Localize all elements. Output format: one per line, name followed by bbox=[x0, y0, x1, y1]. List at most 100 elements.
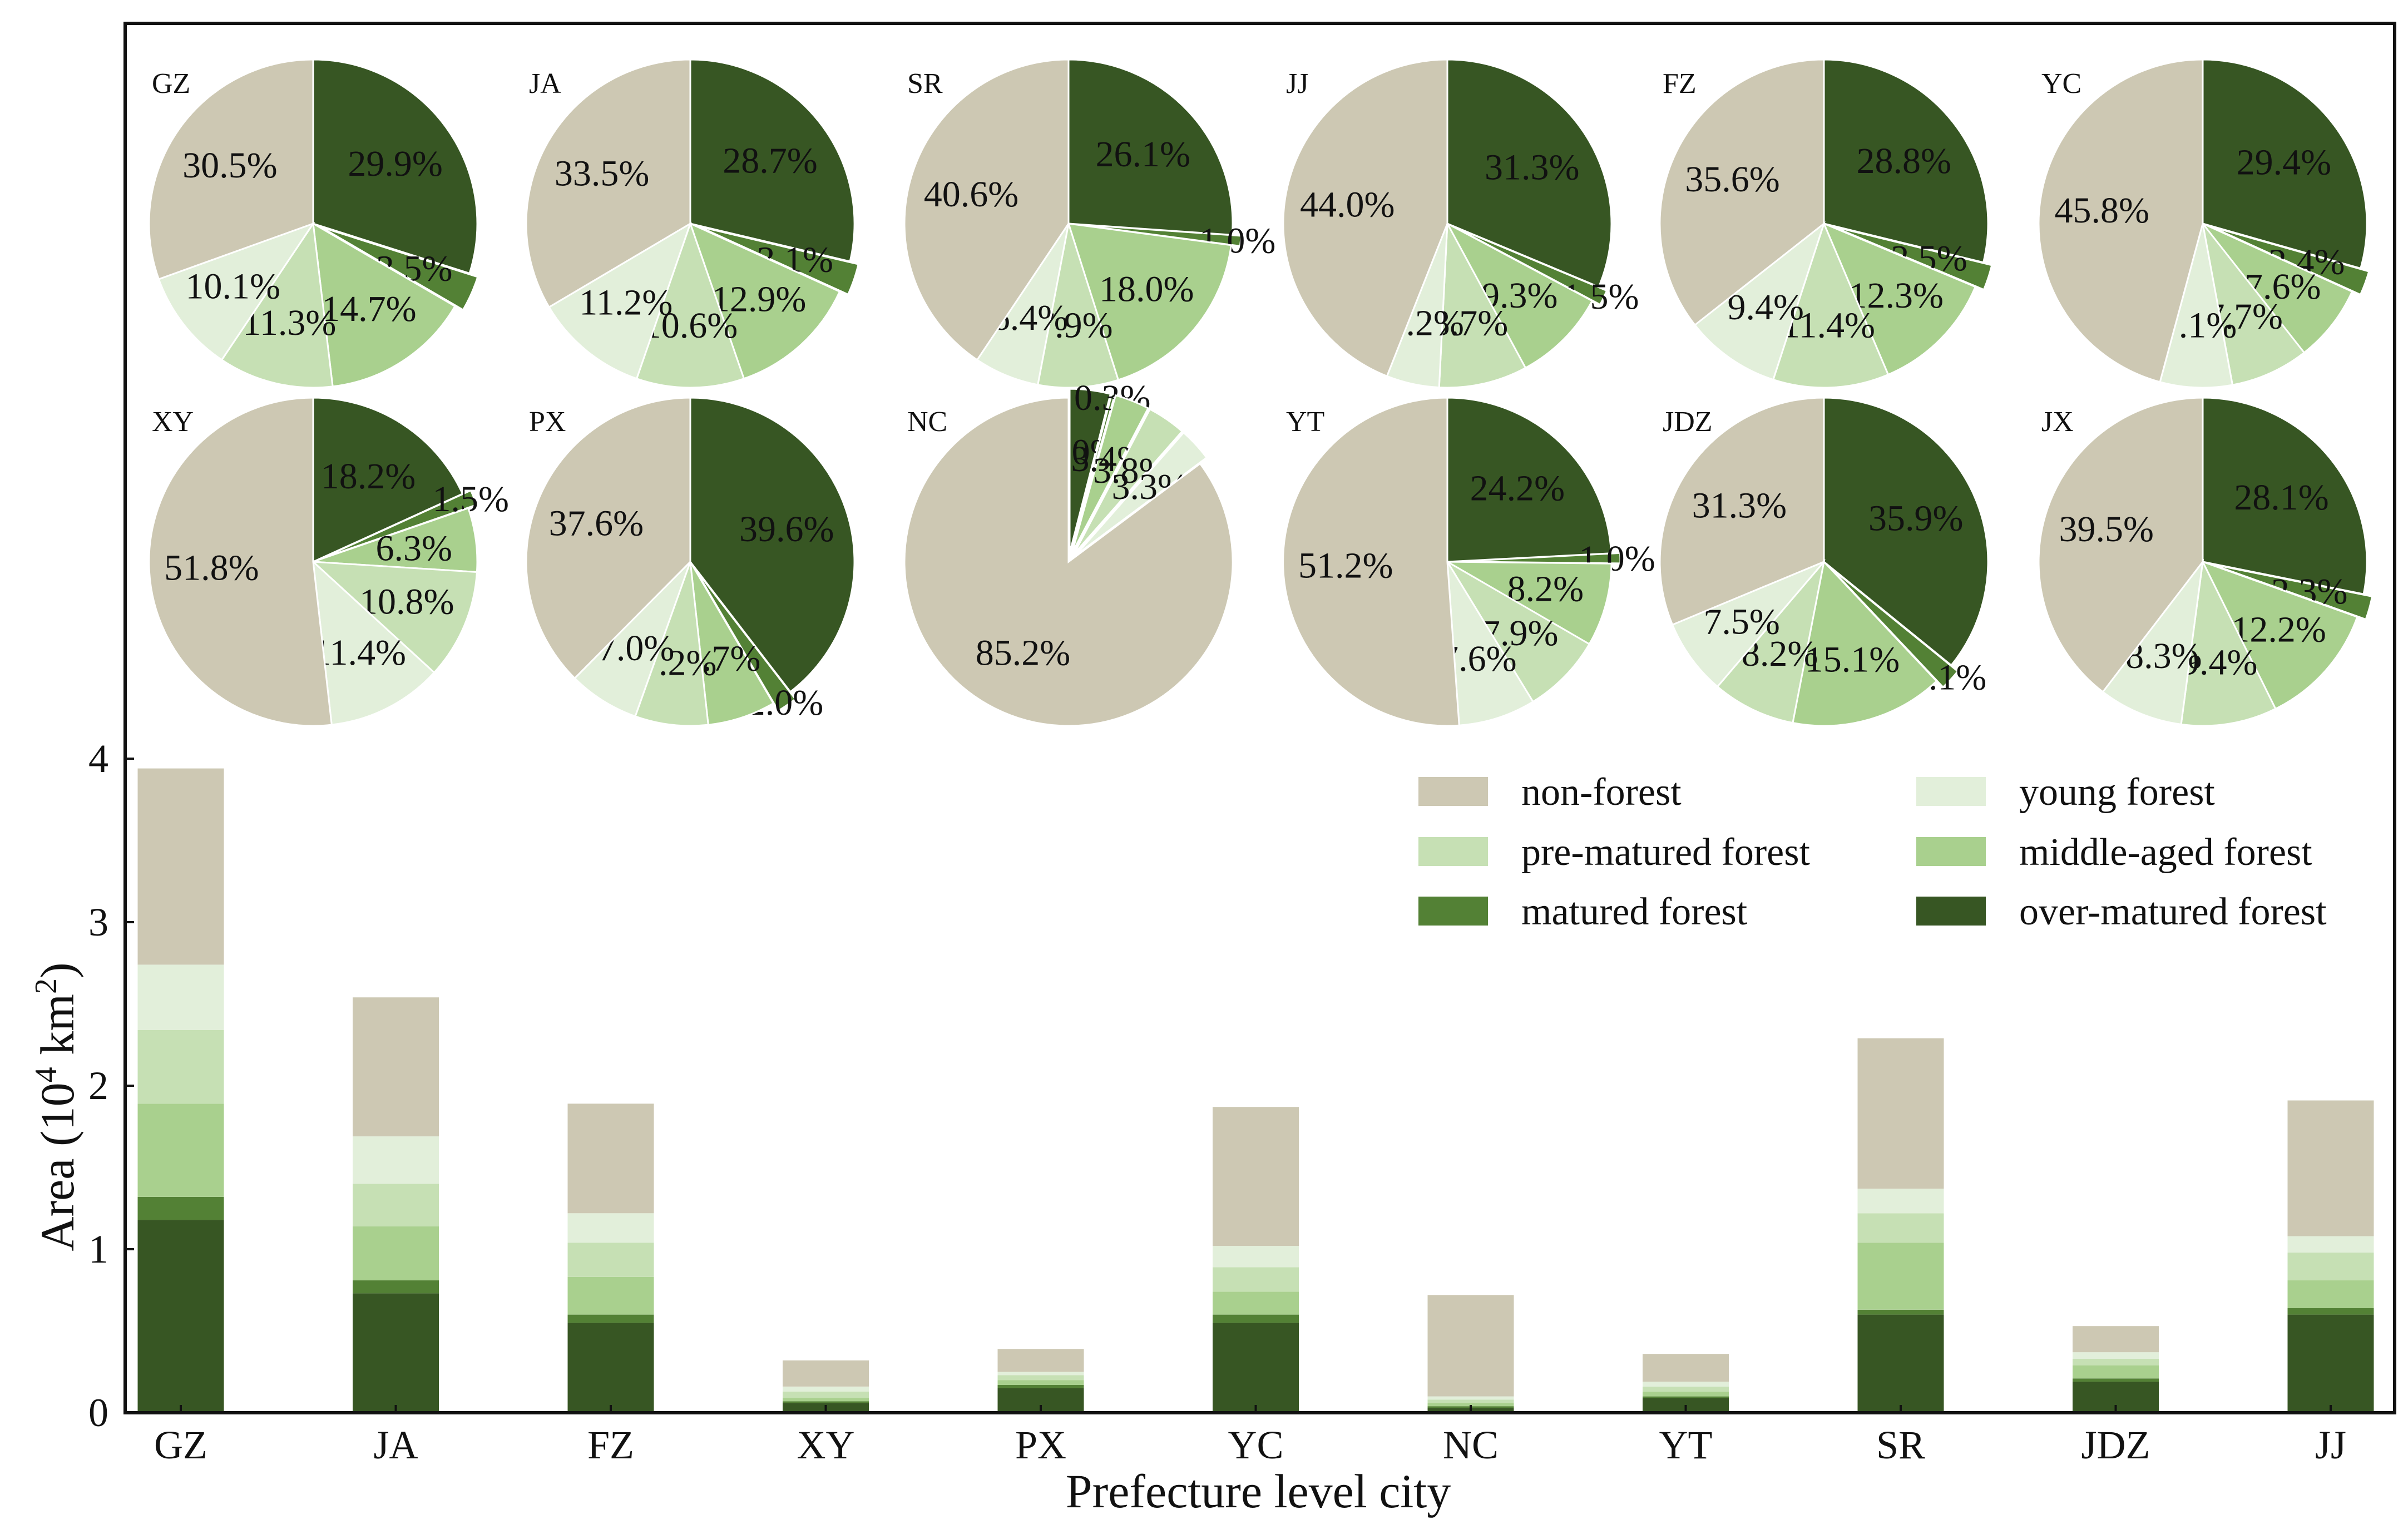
pie-slice-yc-middle-aged-forest bbox=[2202, 222, 2353, 354]
pie-slice-jx-pre-matured-forest bbox=[2180, 558, 2277, 727]
legend-label-over-matured-forest: over-matured forest bbox=[2019, 890, 2327, 933]
bar-ja-matured-forest bbox=[353, 1280, 439, 1294]
bar-fz-over-matured-forest bbox=[567, 1323, 654, 1413]
pie-slice-gz-matured-forest bbox=[320, 226, 479, 311]
y-axis-title-exp2: 2 bbox=[29, 978, 63, 994]
plot-frame bbox=[123, 22, 2396, 1414]
bar-jdz-middle-aged-forest bbox=[2073, 1365, 2159, 1379]
y-axis-title: Area (104 km2) bbox=[29, 962, 84, 1251]
pie-slice-jdz-non-forest bbox=[1659, 397, 1825, 626]
bar-gz-young-forest bbox=[137, 964, 224, 1030]
bar-sr-young-forest bbox=[1857, 1189, 1944, 1214]
pie-slice-px-matured-forest bbox=[694, 568, 797, 712]
pie-label-xy-middle-aged-forest: 6.3% bbox=[375, 528, 452, 568]
pie-city-label-px: PX bbox=[529, 406, 566, 438]
pie-slice-nc-matured-forest bbox=[1070, 393, 1116, 553]
bar-yt-matured-forest bbox=[1643, 1396, 1729, 1398]
pie-nc: NC4.0%0.3%3.4%3.8%3.3%85.2% bbox=[903, 378, 1234, 727]
pie-label-ja-non-forest: 33.5% bbox=[555, 153, 649, 194]
pie-city-label-jdz: JDZ bbox=[1663, 406, 1713, 438]
bar-nc-young-forest bbox=[1427, 1396, 1514, 1400]
y-axis-title-unit: km bbox=[31, 994, 84, 1067]
pie-slice-ja-over-matured-forest bbox=[689, 58, 856, 263]
pie-label-jdz-young-forest: 7.5% bbox=[1703, 602, 1779, 642]
pie-panel: GZ29.9%3.5%14.7%11.3%10.1%30.5%JA28.7%3.… bbox=[148, 58, 2374, 727]
bar-px-middle-aged-forest bbox=[997, 1380, 1084, 1385]
bar-yt-young-forest bbox=[1643, 1382, 1729, 1387]
pie-slice-yc-young-forest bbox=[2159, 223, 2234, 389]
pie-slice-xy-over-matured-forest bbox=[312, 397, 464, 563]
bar-yc-non-forest bbox=[1213, 1107, 1299, 1246]
pie-label-jj-non-forest: 44.0% bbox=[1300, 185, 1395, 225]
bar-ja-over-matured-forest bbox=[353, 1293, 439, 1413]
bar-jj-middle-aged-forest bbox=[2287, 1280, 2374, 1308]
bar-nc-pre-matured-forest bbox=[1427, 1399, 1514, 1403]
bar-yt-non-forest bbox=[1643, 1354, 1729, 1382]
pie-label-fz-young-forest: 9.4% bbox=[1728, 287, 1804, 328]
y-axis-ticks: 0 1 2 3 4 bbox=[88, 736, 134, 1435]
pie-slice-nc-non-forest bbox=[903, 397, 1234, 727]
pie-slice-jj-over-matured-forest bbox=[1446, 58, 1613, 288]
pie-slice-yt-young-forest bbox=[1446, 561, 1535, 726]
bar-yc-young-forest bbox=[1213, 1246, 1299, 1268]
pie-slice-gz-over-matured-forest bbox=[312, 58, 478, 275]
legend-swatch-matured-forest bbox=[1418, 897, 1488, 926]
bar-xy-pre-matured-forest bbox=[783, 1391, 869, 1398]
x-tick-label-fz: FZ bbox=[587, 1423, 634, 1467]
pie-slice-yt-non-forest bbox=[1282, 397, 1460, 727]
legend-swatch-non-forest bbox=[1418, 777, 1488, 806]
pie-slice-jx-young-forest bbox=[2102, 558, 2204, 726]
bar-yc-matured-forest bbox=[1213, 1314, 1299, 1323]
legend-label-pre-matured-forest: pre-matured forest bbox=[1521, 831, 1810, 874]
bar-ja-non-forest bbox=[353, 997, 439, 1137]
pie-slice-jj-pre-matured-forest bbox=[1438, 220, 1527, 389]
pie-slice-fz-over-matured-forest bbox=[1823, 58, 1989, 264]
bar-gz-middle-aged-forest bbox=[137, 1104, 224, 1197]
bar-jj-matured-forest bbox=[2287, 1308, 2374, 1315]
bar-yc-pre-matured-forest bbox=[1213, 1267, 1299, 1292]
x-tick-label-px: PX bbox=[1015, 1423, 1066, 1467]
bar-px-matured-forest bbox=[997, 1385, 1084, 1388]
pie-city-label-yt: YT bbox=[1286, 406, 1324, 438]
pie-city-label-ja: JA bbox=[529, 68, 561, 100]
legend-swatch-young-forest bbox=[1916, 777, 1986, 806]
pie-label-xy-pre-matured-forest: 10.8% bbox=[359, 582, 454, 622]
legend-label-matured-forest: matured forest bbox=[1521, 890, 1748, 933]
pie-slice-fz-young-forest bbox=[1693, 221, 1826, 381]
legend-swatch-over-matured-forest bbox=[1916, 897, 1986, 926]
pie-label-sr-middle-aged-forest: 18.0% bbox=[1099, 269, 1194, 310]
bar-jdz-young-forest bbox=[2073, 1352, 2159, 1359]
bar-gz-matured-forest bbox=[137, 1196, 224, 1220]
pie-label-ja-young-forest: 11.2% bbox=[579, 283, 673, 323]
x-tick-label-jdz: JDZ bbox=[2081, 1423, 2150, 1467]
pie-slice-yt-over-matured-forest bbox=[1446, 397, 1613, 563]
pie-label-fz-non-forest: 35.6% bbox=[1685, 159, 1779, 200]
pie-slice-nc-middle-aged-forest bbox=[1071, 394, 1150, 554]
pie-slice-gz-pre-matured-forest bbox=[220, 221, 334, 389]
bar-yc-over-matured-forest bbox=[1213, 1323, 1299, 1413]
pie-label-xy-matured-forest: 1.5% bbox=[433, 479, 509, 519]
pie-slice-fz-middle-aged-forest bbox=[1822, 222, 1977, 376]
bar-xy-non-forest bbox=[783, 1360, 869, 1387]
pie-city-label-yc: YC bbox=[2041, 68, 2081, 100]
pie-slice-gz-middle-aged-forest bbox=[312, 222, 456, 388]
bar-gz-over-matured-forest bbox=[137, 1220, 224, 1413]
bar-xy-young-forest bbox=[783, 1387, 869, 1392]
x-tick-label-nc: NC bbox=[1443, 1423, 1499, 1467]
pie-slice-ja-middle-aged-forest bbox=[689, 222, 841, 380]
y-tick-label-1: 1 bbox=[88, 1227, 108, 1271]
bar-ja-young-forest bbox=[353, 1136, 439, 1184]
bar-yt-middle-aged-forest bbox=[1643, 1391, 1729, 1397]
pie-label-yc-non-forest: 45.8% bbox=[2054, 190, 2149, 231]
pie-slice-px-middle-aged-forest bbox=[689, 561, 775, 726]
bar-sr-middle-aged-forest bbox=[1857, 1243, 1944, 1310]
bar-yc-middle-aged-forest bbox=[1213, 1291, 1299, 1315]
pie-slice-px-non-forest bbox=[525, 397, 691, 680]
y-axis-title-close: ) bbox=[31, 962, 84, 978]
x-tick-label-gz: GZ bbox=[154, 1423, 207, 1467]
